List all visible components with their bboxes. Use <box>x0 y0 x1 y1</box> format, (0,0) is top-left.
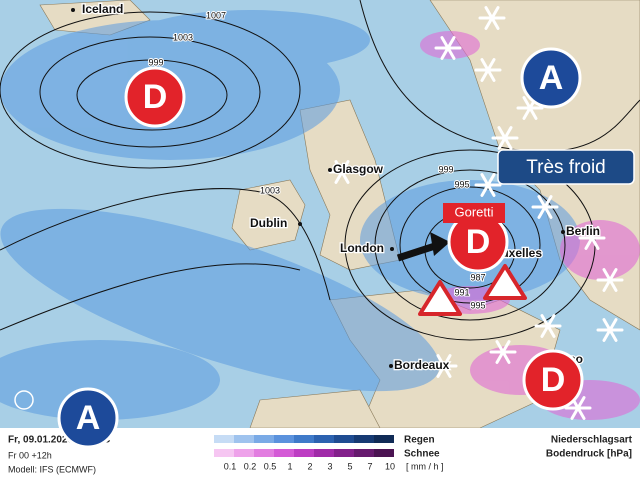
snowflake-arm <box>436 354 452 378</box>
pressure-centers: D D D A <box>124 47 584 411</box>
snowflakes <box>328 6 624 420</box>
legend-snow: Schnee <box>404 449 440 460</box>
snow-swatch <box>274 449 294 457</box>
warning-icons <box>418 264 527 316</box>
callout-cold: Très froid <box>526 157 606 178</box>
snowflake-arm <box>480 173 496 197</box>
model: Modell: IFS (ECMWF) <box>8 464 96 474</box>
snowflake-arm <box>537 195 553 219</box>
callout-box <box>497 149 635 185</box>
place-name: Berlin <box>566 224 600 238</box>
snow-swatch <box>334 449 354 457</box>
pressure-label: Bodendruck [hPa] <box>546 449 632 460</box>
isobar-label: 1007 <box>206 10 226 20</box>
pressure-center <box>124 66 186 128</box>
snowflake-arm <box>570 396 586 420</box>
isobar-label: 999 <box>148 57 163 67</box>
rain-swatch <box>354 435 374 443</box>
scale-label: 2 <box>307 461 312 471</box>
place-name: Iceland <box>82 2 123 16</box>
place-name: Bordeaux <box>394 358 450 372</box>
scale-label: 0.2 <box>244 461 257 471</box>
scale-label: 7 <box>367 461 372 471</box>
run-time: Fr 00 +12h <box>8 450 52 460</box>
snow-swatch <box>254 449 274 457</box>
rain-swatch <box>294 435 314 443</box>
storm-name: Goretti <box>454 204 493 219</box>
city-dot <box>389 364 393 368</box>
pressure-center-label: D <box>541 361 566 399</box>
snow-swatch <box>374 449 394 457</box>
snow-swatch <box>314 449 334 457</box>
rain-swatch <box>314 435 334 443</box>
isobar-label: 991 <box>454 287 469 297</box>
city-dot <box>71 8 75 12</box>
valid-time: Fr, 09.01.2026 12 UTC <box>8 435 110 446</box>
snowflake-arm <box>480 58 496 82</box>
scale-label: 10 <box>385 461 395 471</box>
scale-label: 0.1 <box>224 461 237 471</box>
rain-swatch <box>254 435 274 443</box>
scale-label: 1 <box>287 461 292 471</box>
scale-label: 0.5 <box>264 461 277 471</box>
place-name: Dublin <box>250 216 287 230</box>
storm-arrow-head <box>430 232 450 256</box>
snowflake-arm <box>495 340 511 364</box>
snow-swatch <box>234 449 254 457</box>
scale-label: 5 <box>347 461 352 471</box>
snow-swatch <box>214 449 234 457</box>
pressure-center-label: D <box>466 223 491 261</box>
pressure-center <box>522 349 584 411</box>
city-dot <box>298 222 302 226</box>
legend-unit: [ mm / h ] <box>406 461 444 471</box>
pressure-center-label: A <box>76 399 101 437</box>
snow-swatch <box>294 449 314 457</box>
place-name: Glasgow <box>333 162 384 176</box>
snowflake-arm <box>497 126 513 150</box>
snowflake-arm <box>584 226 600 250</box>
snowflake-arm <box>602 268 618 292</box>
legend: 0.1 0.2 0.5 1 2 3 5 7 10 <box>214 435 395 471</box>
storm-name-box <box>443 203 505 223</box>
snow-swatch <box>354 449 374 457</box>
place-name: London <box>340 241 384 255</box>
pressure-center-label: D <box>143 78 168 116</box>
isobar-label: 1003 <box>260 185 280 195</box>
compass-icon <box>14 390 34 410</box>
snowflake-arm <box>484 6 500 30</box>
isobar-label: 1003 <box>173 32 193 42</box>
legend-rain: Regen <box>404 435 435 446</box>
map-area: IcelandDublinLondonGlasgowBruxellesBorde… <box>0 0 640 428</box>
storm-arrow <box>396 242 437 262</box>
isobar-label: 999 <box>438 164 453 174</box>
scale-label: 3 <box>327 461 332 471</box>
city-dot <box>390 247 394 251</box>
pressure-center <box>57 387 119 449</box>
rain-swatch <box>214 435 234 443</box>
isobar-label: 987 <box>470 272 485 282</box>
rain-swatch <box>234 435 254 443</box>
type-label: Niederschlagsart <box>551 435 633 446</box>
snowflake-arm <box>540 314 556 338</box>
isobar-label: 995 <box>470 300 485 310</box>
city-dot <box>328 168 332 172</box>
pressure-center-label: A <box>539 59 564 97</box>
rain-swatch <box>274 435 294 443</box>
city-dot <box>561 230 565 234</box>
rain-swatch <box>374 435 394 443</box>
rain-swatch <box>334 435 354 443</box>
isobar-label: 995 <box>454 179 469 189</box>
pressure-center <box>520 47 582 109</box>
snowflake-arm <box>602 318 618 342</box>
snowflake-arm <box>440 36 456 60</box>
footer-high: A <box>57 387 119 449</box>
snowflake-arm <box>334 160 350 184</box>
